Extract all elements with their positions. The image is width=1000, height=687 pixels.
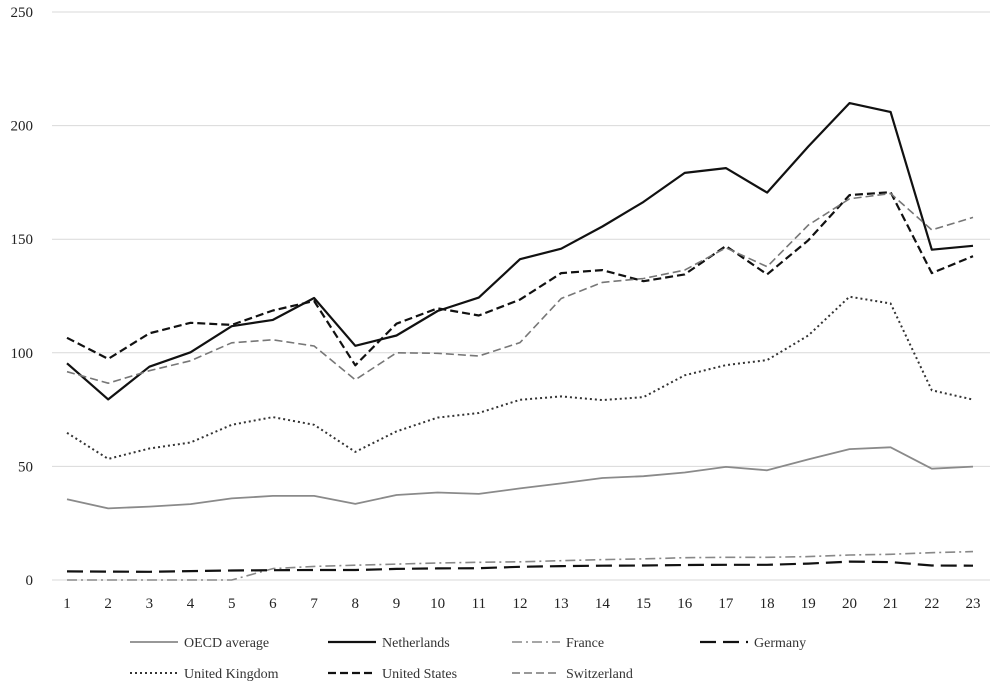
- series-lines: [66, 101, 974, 581]
- x-tick-label: 15: [636, 596, 651, 612]
- x-tick-label: 18: [760, 596, 775, 612]
- x-tick-label: 3: [146, 596, 154, 612]
- legend-label: Netherlands: [382, 636, 450, 651]
- series-line-switzerland: [66, 192, 974, 385]
- y-axis-ticks: 0 50 100 150 200 250: [11, 5, 34, 589]
- legend-label: United Kingdom: [184, 667, 279, 682]
- x-tick-label: 11: [472, 596, 486, 612]
- series-line-france: [67, 550, 974, 581]
- x-tick-label: 13: [554, 596, 569, 612]
- x-tick-label: 5: [228, 596, 236, 612]
- x-tick-label: 12: [513, 596, 528, 612]
- x-tick-label: 22: [924, 596, 939, 612]
- legend-label: Germany: [754, 636, 806, 651]
- series-line-oecd-average: [66, 446, 974, 510]
- x-tick-label: 1: [63, 596, 71, 612]
- x-tick-label: 2: [104, 596, 112, 612]
- series-line-germany: [66, 560, 974, 573]
- x-tick-label: 6: [269, 596, 277, 612]
- legend-label: OECD average: [184, 636, 269, 651]
- y-tick-label: 250: [11, 5, 34, 21]
- legend: OECD average Netherlands France Germany Unit…: [130, 636, 806, 682]
- legend-label: Switzerland: [566, 667, 633, 682]
- x-axis-ticks: 1 2 3 4 5 6 7 8 9 10 11 12 13 14 15 16 17 18 19 20 21 22 23: [63, 596, 980, 612]
- x-tick-label: 20: [842, 596, 857, 612]
- x-tick-label: 7: [310, 596, 318, 612]
- y-tick-label: 50: [18, 459, 33, 475]
- y-tick-label: 0: [26, 573, 34, 589]
- x-tick-label: 10: [430, 596, 445, 612]
- x-tick-label: 23: [966, 596, 981, 612]
- y-tick-label: 200: [11, 119, 34, 135]
- x-tick-label: 17: [718, 596, 734, 612]
- series-line-netherlands: [66, 101, 974, 401]
- series-line-united-kingdom: [66, 295, 974, 460]
- legend-label: United States: [382, 667, 457, 682]
- x-tick-label: 14: [595, 596, 611, 612]
- series-line-united-states: [66, 191, 974, 367]
- x-tick-label: 21: [883, 596, 898, 612]
- x-tick-label: 9: [393, 596, 401, 612]
- legend-label: France: [566, 636, 604, 651]
- x-tick-label: 19: [801, 596, 816, 612]
- x-tick-label: 8: [352, 596, 360, 612]
- y-tick-label: 150: [11, 232, 34, 248]
- x-tick-label: 16: [677, 596, 693, 612]
- x-tick-label: 4: [187, 596, 195, 612]
- y-tick-label: 100: [11, 346, 34, 362]
- gridlines: [52, 11, 990, 581]
